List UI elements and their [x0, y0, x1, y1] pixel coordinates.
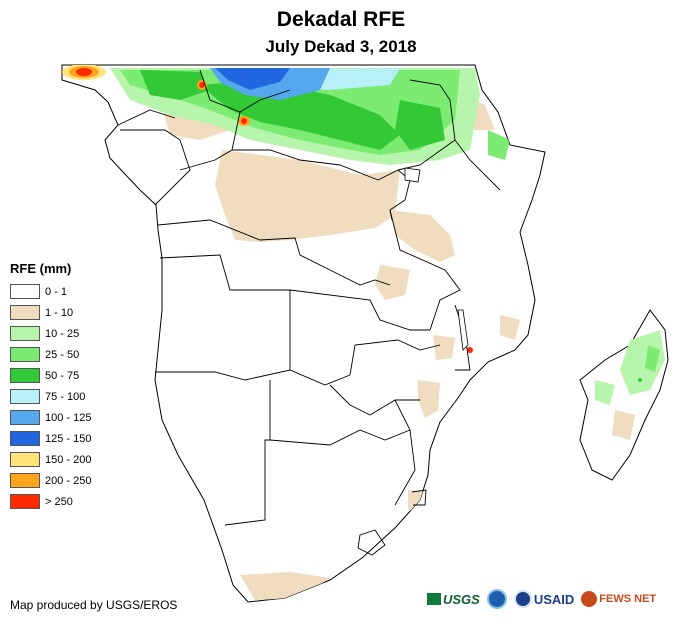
legend-item: 125 - 150 — [10, 428, 130, 449]
usgs-logo-text: USGS — [443, 591, 480, 607]
legend-item: 1 - 10 — [10, 302, 130, 323]
legend: RFE (mm) 0 - 1 1 - 10 10 - 25 25 - 50 50… — [10, 261, 130, 512]
map-title: Dekadal RFE — [276, 8, 406, 31]
legend-label: 125 - 150 — [45, 432, 92, 445]
legend-swatch — [10, 326, 40, 341]
lake-malawi — [457, 309, 469, 351]
legend-title: RFE (mm) — [10, 261, 72, 276]
legend-item: 0 - 1 — [10, 281, 130, 302]
legend-item: > 250 — [10, 491, 130, 512]
usgs-mark-icon — [427, 593, 441, 605]
map-subtitle: July Dekad 3, 2018 — [265, 37, 417, 56]
legend-swatch — [10, 389, 40, 404]
legend-swatch — [10, 431, 40, 446]
legend-item: 25 - 50 — [10, 344, 130, 365]
partner-logos: USGS USAID FEWS NET — [427, 587, 663, 611]
usaid-seal-icon — [513, 590, 532, 608]
usaid-logo-text: USAID — [533, 591, 575, 607]
legend-label: 50 - 75 — [45, 369, 80, 382]
legend-swatch — [10, 494, 40, 509]
legend-swatch — [10, 452, 40, 467]
legend-item: 200 - 250 — [10, 470, 130, 491]
legend-item: 150 - 200 — [10, 449, 130, 470]
africa-landmass — [61, 64, 546, 603]
noaa-seal-icon — [486, 589, 507, 609]
legend-item: 75 - 100 — [10, 386, 130, 407]
legend-item: 100 - 125 — [10, 407, 130, 428]
usaid-logo: USAID — [513, 590, 575, 608]
legend-item: 10 - 25 — [10, 323, 130, 344]
legend-item: 50 - 75 — [10, 365, 130, 386]
legend-label: 150 - 200 — [45, 453, 92, 466]
legend-label: 0 - 1 — [45, 285, 68, 298]
legend-label: 100 - 125 — [45, 411, 92, 424]
country-boundaries — [117, 69, 501, 556]
legend-swatch — [10, 305, 40, 320]
map-credit: Map produced by USGS/EROS — [10, 598, 178, 612]
fews-seal-icon — [581, 591, 598, 607]
fews-net-logo: FEWS NET — [581, 591, 656, 607]
usgs-logo: USGS — [427, 592, 480, 607]
madagascar-rainfall — [595, 330, 665, 440]
legend-label: 25 - 50 — [45, 348, 80, 361]
legend-label: 1 - 10 — [45, 306, 74, 319]
noaa-logo — [486, 589, 507, 609]
fews-logo-text: FEWS NET — [599, 593, 657, 605]
legend-label: > 250 — [45, 495, 73, 508]
legend-swatch — [10, 473, 40, 488]
legend-swatch — [10, 410, 40, 425]
legend-label: 200 - 250 — [45, 474, 92, 487]
legend-swatch — [10, 347, 40, 362]
legend-label: 75 - 100 — [45, 390, 86, 403]
legend-swatch — [10, 284, 40, 299]
legend-swatch — [10, 368, 40, 383]
lake-victoria — [404, 167, 421, 183]
legend-label: 10 - 25 — [45, 327, 80, 340]
